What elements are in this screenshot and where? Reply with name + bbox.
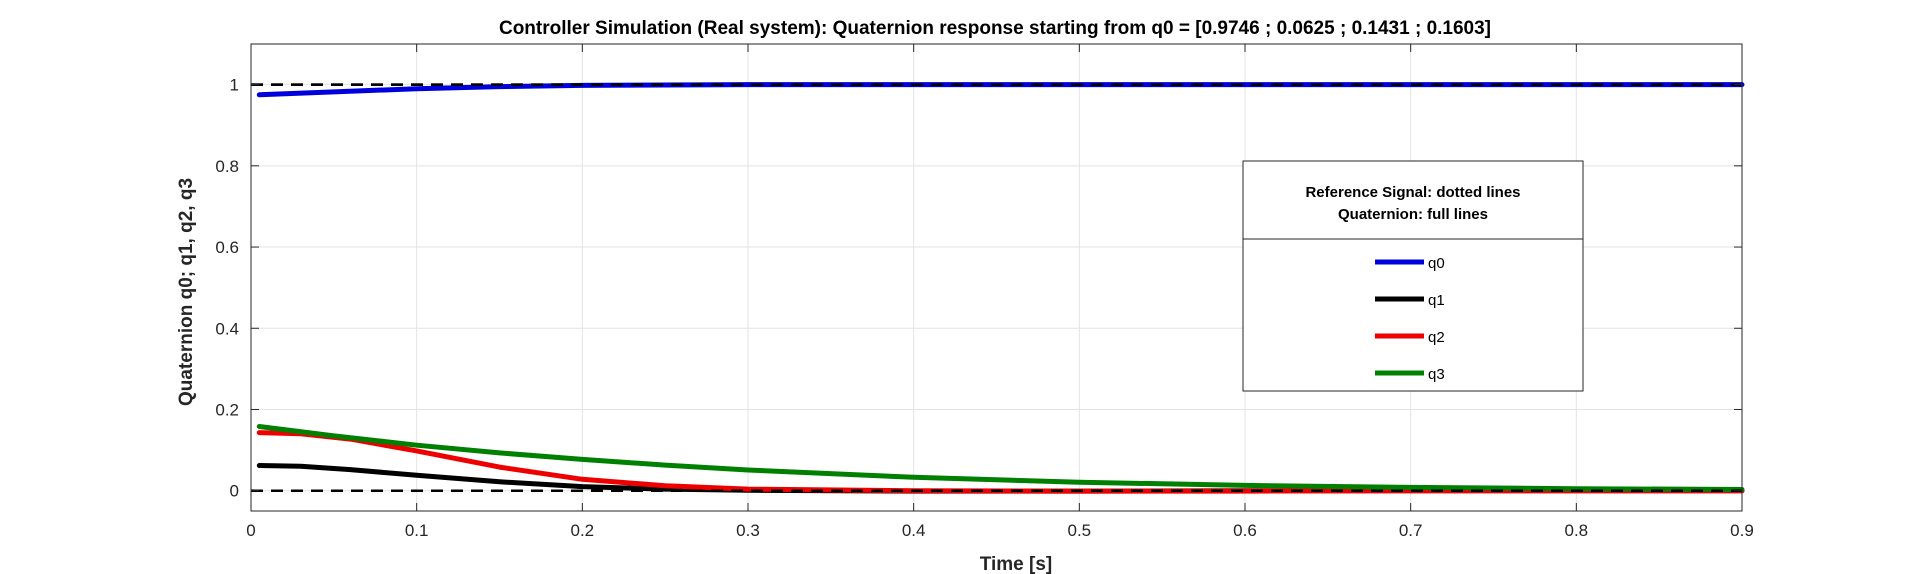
legend-title-line-2: Quaternion: full lines <box>1338 206 1488 223</box>
x-tick-label: 0.5 <box>1068 521 1092 540</box>
x-tick-label: 0.6 <box>1233 521 1257 540</box>
legend-label-q0: q0 <box>1428 255 1445 272</box>
axes-box <box>250 43 1743 512</box>
x-axis-ticks: 0 0.1 0.2 0.3 0.4 0.5 0.6 0.7 0.8 0.9 <box>246 44 1754 540</box>
y-axis-label: Quaternion q0; q1, q2, q3 <box>176 178 197 406</box>
x-tick-label: 0.4 <box>902 521 926 540</box>
legend-title-line-1: Reference Signal: dotted lines <box>1305 184 1520 201</box>
y-tick-label: 0.4 <box>215 319 239 338</box>
y-tick-label: 0.2 <box>215 400 239 419</box>
series-line-q0 <box>256 82 1745 98</box>
y-tick-label: 0.8 <box>215 157 239 176</box>
series-line-q3 <box>256 424 1745 492</box>
x-axis-label: Time [s] <box>980 554 1053 574</box>
x-tick-label: 0.3 <box>736 521 760 540</box>
legend-entries: q0 q1 q2 q3 <box>1375 255 1445 383</box>
x-tick-label: 0 <box>246 521 255 540</box>
series-lines <box>251 82 1745 494</box>
x-tick-label: 0.9 <box>1730 521 1754 540</box>
x-tick-label: 0.2 <box>571 521 595 540</box>
chart-title: Controller Simulation (Real system): Qua… <box>499 18 1491 39</box>
x-tick-label: 0.1 <box>405 521 429 540</box>
legend-box <box>1242 160 1584 392</box>
legend-label-q3: q3 <box>1428 366 1445 383</box>
legend: Reference Signal: dotted lines Quaternio… <box>1242 160 1584 392</box>
x-tick-label: 0.8 <box>1565 521 1589 540</box>
y-axis-ticks: 0 0.2 0.4 0.6 0.8 1 <box>215 76 1742 501</box>
x-tick-label: 0.7 <box>1399 521 1423 540</box>
legend-label-q1: q1 <box>1428 292 1445 309</box>
y-tick-label: 0 <box>230 482 239 501</box>
legend-label-q2: q2 <box>1428 329 1445 346</box>
y-tick-label: 0.6 <box>215 238 239 257</box>
y-tick-label: 1 <box>230 76 239 95</box>
